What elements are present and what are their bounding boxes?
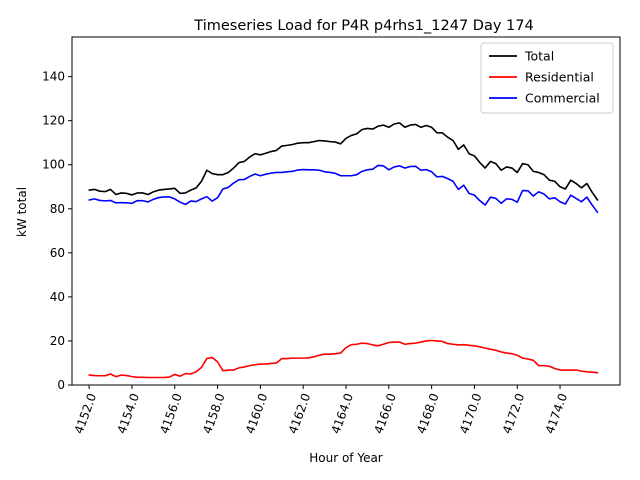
legend-label-residential: Residential [525,70,594,85]
legend-label-commercial: Commercial [525,91,600,106]
legend-box [480,42,614,114]
y-tick-label: 140 [42,70,65,84]
legend: Total Residential Commercial [480,42,614,114]
x-axis-label: Hour of Year [309,451,383,465]
y-tick-label: 100 [42,158,65,172]
y-axis-ticks: 0 20 40 60 80 100 120 140 [42,70,72,392]
y-tick-label: 60 [50,246,65,260]
y-axis-label: kW total [15,187,29,237]
legend-label-total: Total [524,49,554,64]
series-line-residential [88,339,599,379]
series-line-commercial [88,164,599,214]
series-line-total [88,122,599,201]
y-tick-label: 80 [50,202,65,216]
y-tick-label: 120 [42,114,65,128]
chart-title: Timeseries Load for P4R p4rhs1_1247 Day … [193,18,533,34]
y-tick-label: 20 [50,334,65,348]
y-tick-label: 40 [50,290,65,304]
y-tick-label: 0 [57,378,65,392]
series-lines [88,122,599,379]
